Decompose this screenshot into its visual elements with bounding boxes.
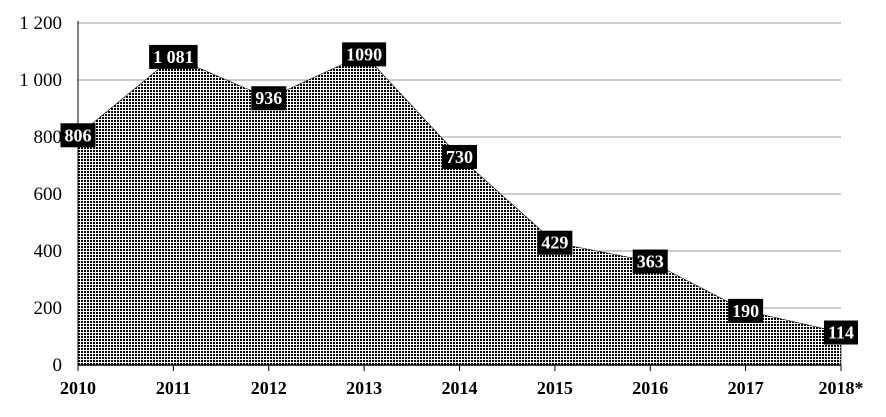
x-axis-tick-labels: 2010 2011 2012 2013 2014 2015 2016 2017 2018* <box>60 378 864 398</box>
data-label-text: 1 081 <box>153 47 194 67</box>
axes <box>77 21 842 371</box>
data-label: 429 <box>537 230 573 255</box>
y-tick-label: 600 <box>34 184 63 205</box>
x-tick-label: 2013 <box>346 378 382 398</box>
x-tick-label: 2012 <box>251 378 287 398</box>
data-label-box <box>728 298 764 323</box>
data-label-text: 363 <box>637 252 664 272</box>
data-label: 363 <box>632 249 668 274</box>
x-tick-label: 2016 <box>632 378 668 398</box>
data-label-text: 936 <box>255 88 282 108</box>
data-label-text: 730 <box>446 147 473 167</box>
data-label-box <box>149 44 198 69</box>
data-labels: 806 1 081 936 1090 730 429 363 190 114 <box>60 42 859 345</box>
data-label: 190 <box>728 298 764 323</box>
data-label: 1 081 <box>149 44 198 69</box>
x-tick-label: 2014 <box>442 378 478 398</box>
area-fill <box>77 53 842 366</box>
data-label: 936 <box>251 86 287 111</box>
y-tick-label: 200 <box>34 298 63 319</box>
y-tick-label: 400 <box>34 241 63 262</box>
data-label-text: 429 <box>541 233 568 253</box>
x-tick-label: 2015 <box>537 378 573 398</box>
data-label-box <box>823 320 859 345</box>
y-axis-tick-labels: 0 200 400 600 800 1 000 1 200 <box>19 13 62 376</box>
data-label-box <box>60 123 96 148</box>
data-label-box <box>632 249 668 274</box>
y-tick-label: 800 <box>34 127 63 148</box>
y-tick-label: 1 200 <box>19 13 62 34</box>
data-label-box <box>442 144 477 169</box>
data-label-text: 806 <box>65 125 92 145</box>
data-label: 114 <box>823 320 859 345</box>
data-label: 1090 <box>342 42 387 67</box>
data-label: 730 <box>442 144 477 169</box>
data-label-box <box>251 86 287 111</box>
x-tick-label: 2017 <box>728 378 764 398</box>
data-label-text: 1090 <box>346 44 382 64</box>
area-series <box>77 53 842 366</box>
x-tick-label: 2018* <box>819 378 864 398</box>
y-tick-label: 1 000 <box>19 70 62 91</box>
data-label-text: 114 <box>828 323 854 343</box>
y-tick-label: 0 <box>53 355 63 376</box>
x-tick-label: 2011 <box>156 378 191 398</box>
data-label-box <box>537 230 573 255</box>
x-tick-label: 2010 <box>60 378 96 398</box>
data-label: 806 <box>60 123 96 148</box>
data-label-text: 190 <box>732 301 759 321</box>
data-label-box <box>342 42 387 67</box>
